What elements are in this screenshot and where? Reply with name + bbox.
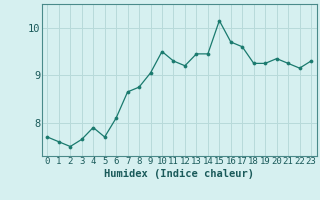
X-axis label: Humidex (Indice chaleur): Humidex (Indice chaleur)	[104, 169, 254, 179]
